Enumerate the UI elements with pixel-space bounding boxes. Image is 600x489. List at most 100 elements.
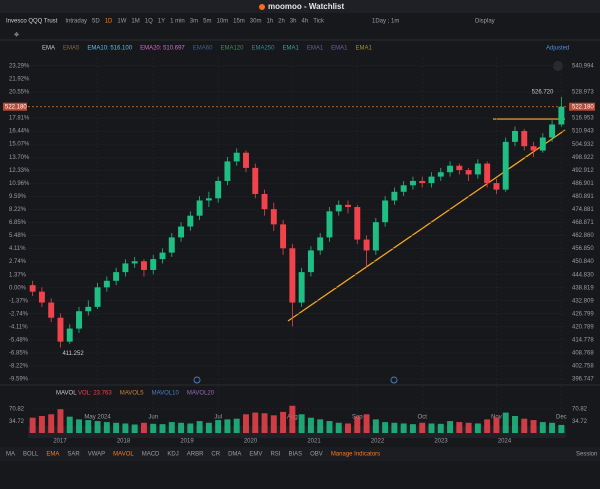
volume-bar [493, 417, 500, 433]
indicator-tab[interactable]: RSI [270, 452, 280, 458]
volume-bar [261, 413, 268, 433]
volume-bar [76, 419, 82, 433]
volume-legend[interactable]: VOL: 23.763 [78, 391, 112, 397]
period-tab[interactable]: 5D [92, 19, 100, 25]
period-tab[interactable]: Tick [313, 19, 325, 25]
period-tab[interactable]: 2h [278, 19, 285, 25]
period-tab[interactable]: 5m [203, 19, 211, 25]
indicator-tab[interactable]: SAR [67, 452, 80, 458]
y-tick-label: 486.901 [572, 181, 594, 187]
indicator-tab[interactable]: EMV [249, 452, 262, 458]
trend-line[interactable] [287, 129, 566, 322]
indicator-tab[interactable]: OBV [310, 452, 323, 458]
volume-bar [335, 422, 342, 433]
crosshair-icon[interactable]: ✥ [14, 32, 19, 39]
legend-entry[interactable]: EMA10: 516.100 [87, 46, 132, 52]
y2-tick-label: -4.11% [9, 324, 28, 330]
indicator-tab[interactable]: BIAS [288, 452, 302, 458]
candle-body [437, 172, 444, 177]
indicator-tab[interactable]: VWAP [88, 452, 105, 458]
legend-entry[interactable]: EMA20: 510.697 [140, 46, 185, 52]
y-tick-label: 492.912 [572, 168, 594, 174]
legend-entry[interactable]: EMA1 [282, 46, 299, 52]
volume-legend[interactable]: MAVOL10 [152, 391, 180, 397]
y2-tick-label: -5.48% [9, 338, 29, 344]
indicator-tab[interactable]: MACD [142, 452, 160, 458]
legend-entry[interactable]: EMA [42, 46, 55, 52]
volume-bar [48, 414, 55, 433]
volume-title[interactable]: MAVOL [56, 391, 77, 397]
y-tick-label: 474.881 [572, 207, 594, 213]
event-marker[interactable] [390, 376, 398, 384]
candle-body [428, 176, 435, 184]
navigator-year: 2023 [434, 439, 448, 445]
period-tab[interactable]: 15m [233, 19, 245, 25]
y2-tick-label: -8.22% [9, 364, 29, 370]
candle-body [76, 311, 82, 329]
x-tick-label: Oct [418, 415, 428, 421]
y-tick-label: 438.819 [572, 285, 594, 291]
indicator-tab[interactable]: ARBR [187, 452, 204, 458]
last-price-label: 522.180 [572, 104, 594, 110]
period-tab[interactable]: 1 min [170, 19, 185, 25]
indicator-tab[interactable]: CR [211, 452, 220, 458]
volume-legend[interactable]: MAVOL20 [187, 391, 215, 397]
indicator-tab[interactable]: Manage Indicators [331, 452, 380, 458]
volume-bar [243, 414, 249, 433]
candle-body [140, 261, 147, 270]
period-tab[interactable]: 1h [266, 19, 273, 25]
navigator-year: 2024 [498, 439, 512, 445]
event-marker[interactable] [193, 376, 201, 384]
volume-bar [159, 424, 166, 433]
volume-bar [131, 424, 138, 433]
y-tick-label: 540.994 [572, 63, 594, 69]
legend-entry[interactable]: EMA5 [63, 46, 80, 52]
indicator-tab[interactable]: BOLL [23, 452, 39, 458]
y2-tick-label: 9.59% [9, 194, 27, 200]
legend-entry[interactable]: EMA1 [356, 46, 373, 52]
period-tab[interactable]: 1M [131, 19, 139, 25]
period-tab[interactable]: 30m [250, 19, 262, 25]
window-title: moomoo - Watchlist [268, 2, 344, 11]
volume-bar [326, 421, 333, 433]
y2-tick-label: -1.37% [9, 298, 29, 304]
period-tab[interactable]: 10m [216, 19, 228, 25]
legend-entry[interactable]: EMA250 [251, 46, 275, 52]
indicator-tab[interactable]: MA [6, 452, 15, 458]
period-tab[interactable]: 1W [117, 19, 126, 25]
session-button[interactable]: Session [576, 452, 597, 458]
volume-bar [409, 424, 416, 433]
volume-bar [187, 423, 194, 433]
legend-entry[interactable]: EMA1 [331, 46, 348, 52]
indicator-tab[interactable]: MAVOL [113, 452, 134, 458]
legend-entry[interactable]: EMA1 [307, 46, 324, 52]
period-tab[interactable]: 1Y [158, 19, 165, 25]
symbol-name[interactable]: Invesco QQQ Trust [6, 19, 58, 25]
y-tick-label: 396.747 [572, 377, 594, 383]
interval-select[interactable]: 1Day ; 1m [372, 19, 399, 25]
period-tab[interactable]: Intraday [65, 19, 87, 25]
indicator-tab[interactable]: DMA [228, 452, 241, 458]
legend-entry[interactable]: EMA120 [220, 46, 244, 52]
navigator-year: 2020 [244, 439, 258, 445]
volume-bar [484, 419, 491, 433]
display-button[interactable]: Display [475, 19, 495, 25]
y2-tick-label: -6.85% [9, 351, 29, 357]
period-tab[interactable]: 1D [105, 19, 113, 25]
indicator-tab[interactable]: KDJ [167, 452, 178, 458]
volume-legend[interactable]: MAVOL5 [120, 391, 145, 397]
period-tab[interactable]: 3m [190, 19, 198, 25]
period-tab[interactable]: 4h [302, 19, 309, 25]
volume-bar [400, 423, 407, 433]
volume-tick-label: 70.82 [9, 406, 25, 412]
navigator-year: 2019 [180, 439, 194, 445]
legend-entry[interactable]: EMA60 [193, 46, 213, 52]
y-tick-label: 408.768 [572, 351, 594, 357]
period-tab[interactable]: 3h [290, 19, 297, 25]
adjusted-toggle[interactable]: Adjusted [546, 46, 569, 52]
volume-bar [94, 421, 101, 433]
price-annotation: 526.720 [532, 89, 554, 95]
indicator-tab[interactable]: EMA [46, 452, 59, 458]
period-tab[interactable]: 1Q [145, 19, 153, 25]
candle-body [530, 146, 537, 151]
